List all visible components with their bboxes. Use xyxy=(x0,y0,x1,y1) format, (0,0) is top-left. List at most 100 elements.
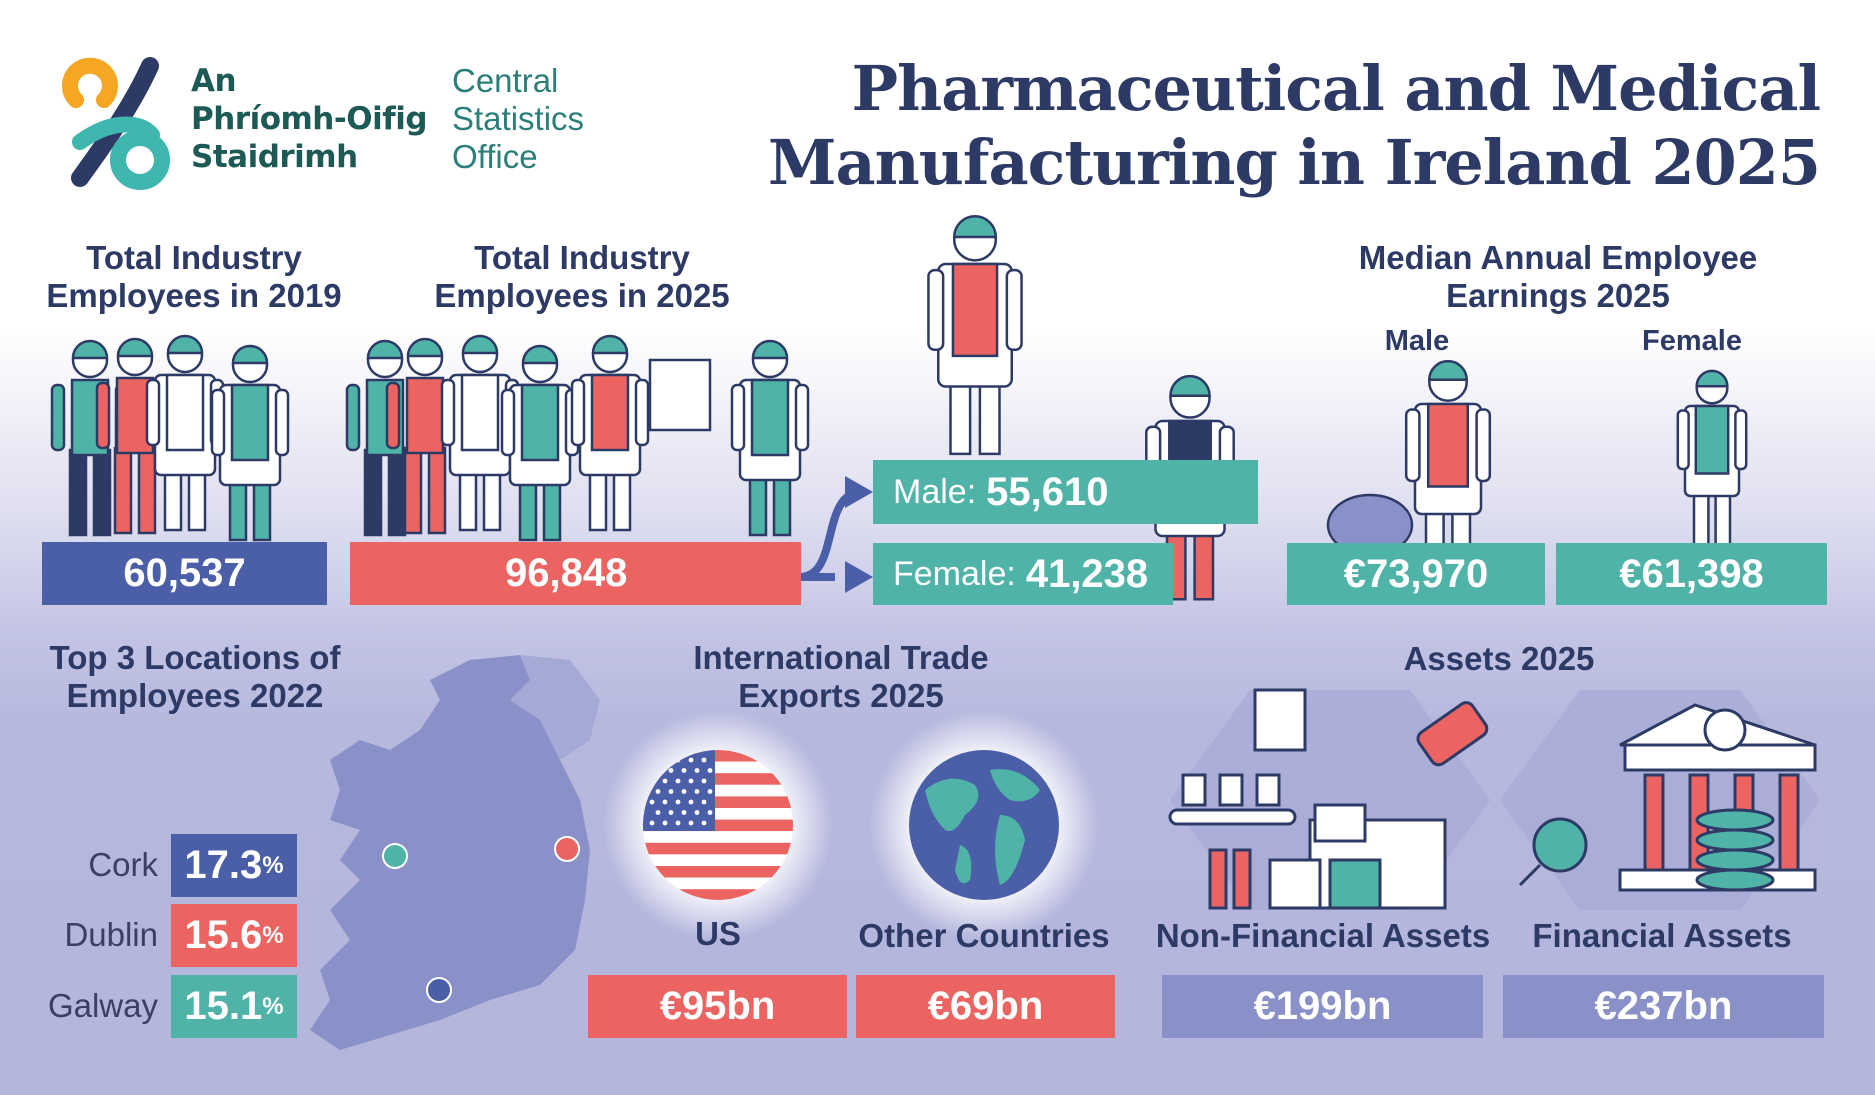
logo-english: Central Statistics Office xyxy=(452,62,584,176)
galway-dot xyxy=(382,843,408,869)
person-figure xyxy=(1676,369,1748,547)
earnings-label: Male xyxy=(1384,325,1450,357)
torso xyxy=(405,376,445,455)
star xyxy=(701,757,707,763)
arm xyxy=(1475,408,1492,483)
earnings-label: Female xyxy=(1642,325,1742,357)
hair xyxy=(751,339,789,360)
star xyxy=(688,757,694,763)
person-figure xyxy=(730,339,810,537)
torso xyxy=(165,373,205,452)
arm xyxy=(1005,268,1023,351)
torso xyxy=(230,383,270,462)
export-value: €69bn xyxy=(856,975,1115,1038)
person-figure xyxy=(570,334,650,532)
export-label: US xyxy=(695,915,741,952)
lab-desk xyxy=(648,358,712,432)
arm xyxy=(345,383,361,452)
person-figure xyxy=(440,334,520,532)
employees-2019-value: 60,537 xyxy=(42,542,327,605)
hair xyxy=(461,334,499,355)
ireland-map xyxy=(310,655,590,1050)
arrow-head xyxy=(845,561,873,593)
stripe xyxy=(643,877,793,890)
share-value: 15.6 xyxy=(184,913,263,957)
torso xyxy=(1426,402,1470,488)
factory-icon xyxy=(1168,688,1489,910)
asset-label: Financial Assets xyxy=(1532,917,1792,954)
title-line: Earnings 2025 xyxy=(1446,277,1670,314)
arm xyxy=(730,383,746,452)
star xyxy=(655,789,661,794)
logo-line: Central xyxy=(452,62,559,99)
title-line: Top 3 Locations of xyxy=(49,639,341,676)
location-share: 17.3% xyxy=(171,834,297,897)
arm xyxy=(927,268,945,351)
person-figure xyxy=(927,214,1023,456)
share-unit: % xyxy=(262,921,284,949)
arm xyxy=(570,378,586,447)
title-line: Median Annual Employee xyxy=(1358,239,1758,276)
arm xyxy=(794,383,810,452)
star xyxy=(649,799,655,805)
star xyxy=(675,820,681,826)
dublin-dot xyxy=(554,836,580,862)
title-line: Exports 2025 xyxy=(738,677,944,714)
employees-2025-label: Total Industry Employees in 2025 xyxy=(434,239,729,315)
earnings-title: Median Annual Employee Earnings 2025 xyxy=(1359,239,1758,315)
arm xyxy=(210,388,226,457)
label-line: Total Industry xyxy=(86,239,302,276)
person-figure xyxy=(1404,359,1492,576)
label-line: Employees in 2025 xyxy=(434,277,730,314)
logo-line: Statistics xyxy=(452,100,585,137)
hair xyxy=(952,214,998,239)
stripe xyxy=(643,854,793,866)
assets-title: Assets 2025 xyxy=(1404,640,1595,678)
star xyxy=(707,810,713,815)
leg xyxy=(92,448,112,537)
arm xyxy=(385,381,401,450)
us-flag xyxy=(643,750,793,900)
star xyxy=(668,768,674,773)
location-name: Dublin xyxy=(64,916,158,953)
arm xyxy=(274,388,290,457)
star xyxy=(681,810,687,815)
asset-value: €199bn xyxy=(1162,975,1483,1038)
stripe xyxy=(643,889,793,900)
torso xyxy=(520,383,560,462)
gender-value: 55,610 xyxy=(986,469,1109,514)
gender-value: 41,238 xyxy=(1025,551,1149,596)
star xyxy=(707,789,713,794)
star xyxy=(694,810,700,815)
hair xyxy=(166,334,204,355)
star xyxy=(688,778,694,784)
leg xyxy=(137,446,157,535)
star xyxy=(688,820,694,826)
star xyxy=(675,778,681,784)
earnings-value: €61,398 xyxy=(1556,543,1827,605)
title-line: International Trade xyxy=(693,639,989,676)
star xyxy=(675,799,681,805)
leg xyxy=(363,448,383,537)
leg xyxy=(68,448,88,537)
share-value: 17.3 xyxy=(184,843,263,887)
star xyxy=(707,768,713,773)
location-name: Cork xyxy=(88,846,158,883)
title-line: Pharmaceutical and Medical xyxy=(851,52,1821,125)
title-line: Manufacturing in Ireland 2025 xyxy=(767,126,1821,199)
hair xyxy=(591,334,629,355)
hair xyxy=(116,337,154,358)
export-label: Other Countries xyxy=(858,917,1110,954)
star xyxy=(681,768,687,773)
asset-value: €237bn xyxy=(1503,975,1824,1038)
locations-title: Top 3 Locations of Employees 2022 xyxy=(50,639,341,715)
arm xyxy=(634,378,650,447)
stripe xyxy=(643,866,793,878)
hair xyxy=(406,337,444,358)
share-unit: % xyxy=(262,992,284,1020)
stripe xyxy=(643,808,793,820)
person-figure xyxy=(210,344,290,542)
arm xyxy=(50,383,66,452)
torso xyxy=(1694,404,1730,475)
